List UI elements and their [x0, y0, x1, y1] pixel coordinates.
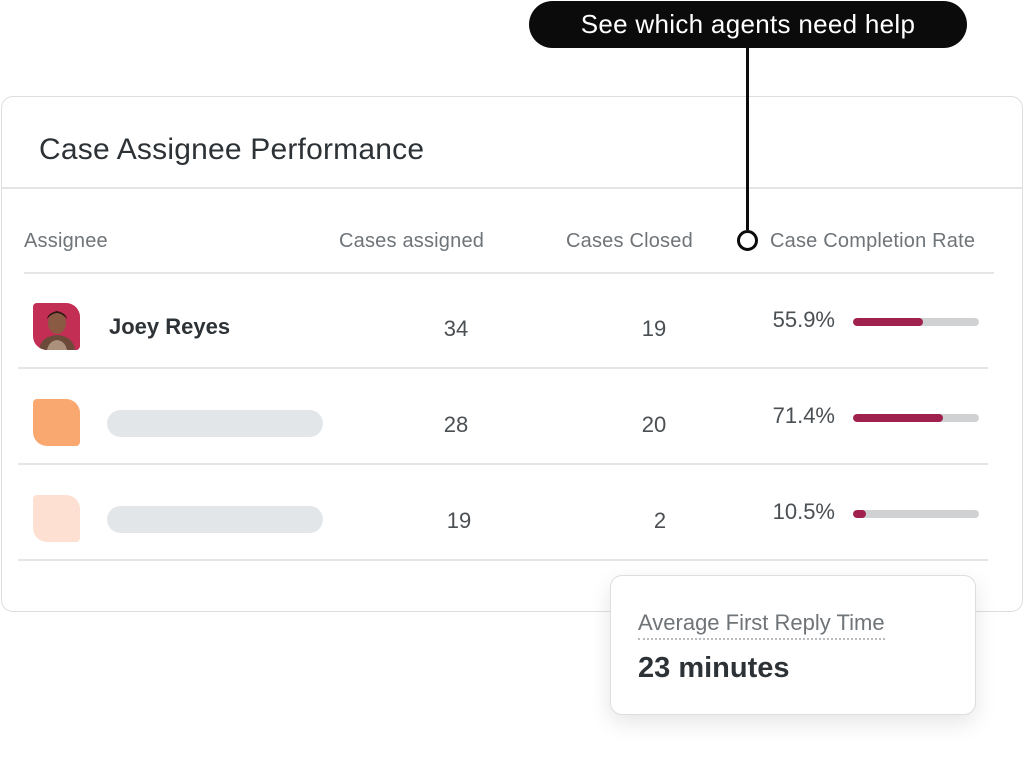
completion-rate-bar-fill — [853, 510, 867, 518]
person-photo-avatar-icon — [33, 303, 80, 350]
cases-closed-value: 19 — [641, 316, 667, 341]
completion-rate-bar — [853, 510, 979, 518]
cases-assigned-value: 19 — [446, 508, 472, 533]
assignee-name[interactable]: Joey Reyes — [109, 314, 231, 339]
cases-closed-value: 2 — [653, 508, 667, 533]
table-row[interactable]: 28 20 71.4% — [2, 393, 1022, 453]
column-header-cases-assigned[interactable]: Cases assigned — [339, 230, 485, 252]
average-reply-time-card: Average First Reply Time 23 minutes — [610, 575, 976, 715]
completion-rate-bar — [853, 414, 979, 422]
assignee-name-placeholder — [107, 410, 323, 437]
completion-rate-value: 55.9% — [772, 307, 835, 332]
assignee-avatar-placeholder — [33, 399, 80, 446]
completion-rate-value: 71.4% — [772, 403, 835, 428]
callout-connector — [746, 46, 749, 230]
row-divider — [18, 559, 988, 561]
table-row[interactable]: 19 2 10.5% — [2, 489, 1022, 549]
assignee-avatar — [33, 303, 80, 350]
table-header-divider — [24, 272, 994, 274]
card-title: Case Assignee Performance — [39, 133, 425, 166]
assignee-performance-card: Case Assignee Performance Assignee Cases… — [1, 96, 1023, 612]
cases-closed-value: 20 — [641, 412, 667, 437]
completion-rate-bar — [853, 318, 979, 326]
row-divider — [18, 463, 988, 465]
average-reply-time-value: 23 minutes — [638, 652, 790, 684]
completion-rate-bar-fill — [853, 318, 924, 326]
card-header-divider — [2, 187, 1022, 189]
assignee-avatar-placeholder — [33, 495, 80, 542]
column-header-completion-rate[interactable]: Case Completion Rate — [770, 230, 976, 252]
column-header-cases-closed[interactable]: Cases Closed — [566, 230, 693, 252]
callout-tooltip: See which agents need help — [529, 1, 967, 48]
callout-anchor-dot — [737, 230, 758, 251]
cases-assigned-value: 34 — [443, 316, 469, 341]
cases-assigned-value: 28 — [443, 412, 469, 437]
completion-rate-value: 10.5% — [772, 499, 835, 524]
column-header-assignee[interactable]: Assignee — [24, 230, 108, 252]
row-divider — [18, 367, 988, 369]
table-row[interactable]: Joey Reyes 34 19 55.9% — [2, 297, 1022, 357]
completion-rate-bar-fill — [853, 414, 943, 422]
assignee-name-placeholder — [107, 506, 323, 533]
average-reply-time-label[interactable]: Average First Reply Time — [638, 610, 885, 640]
